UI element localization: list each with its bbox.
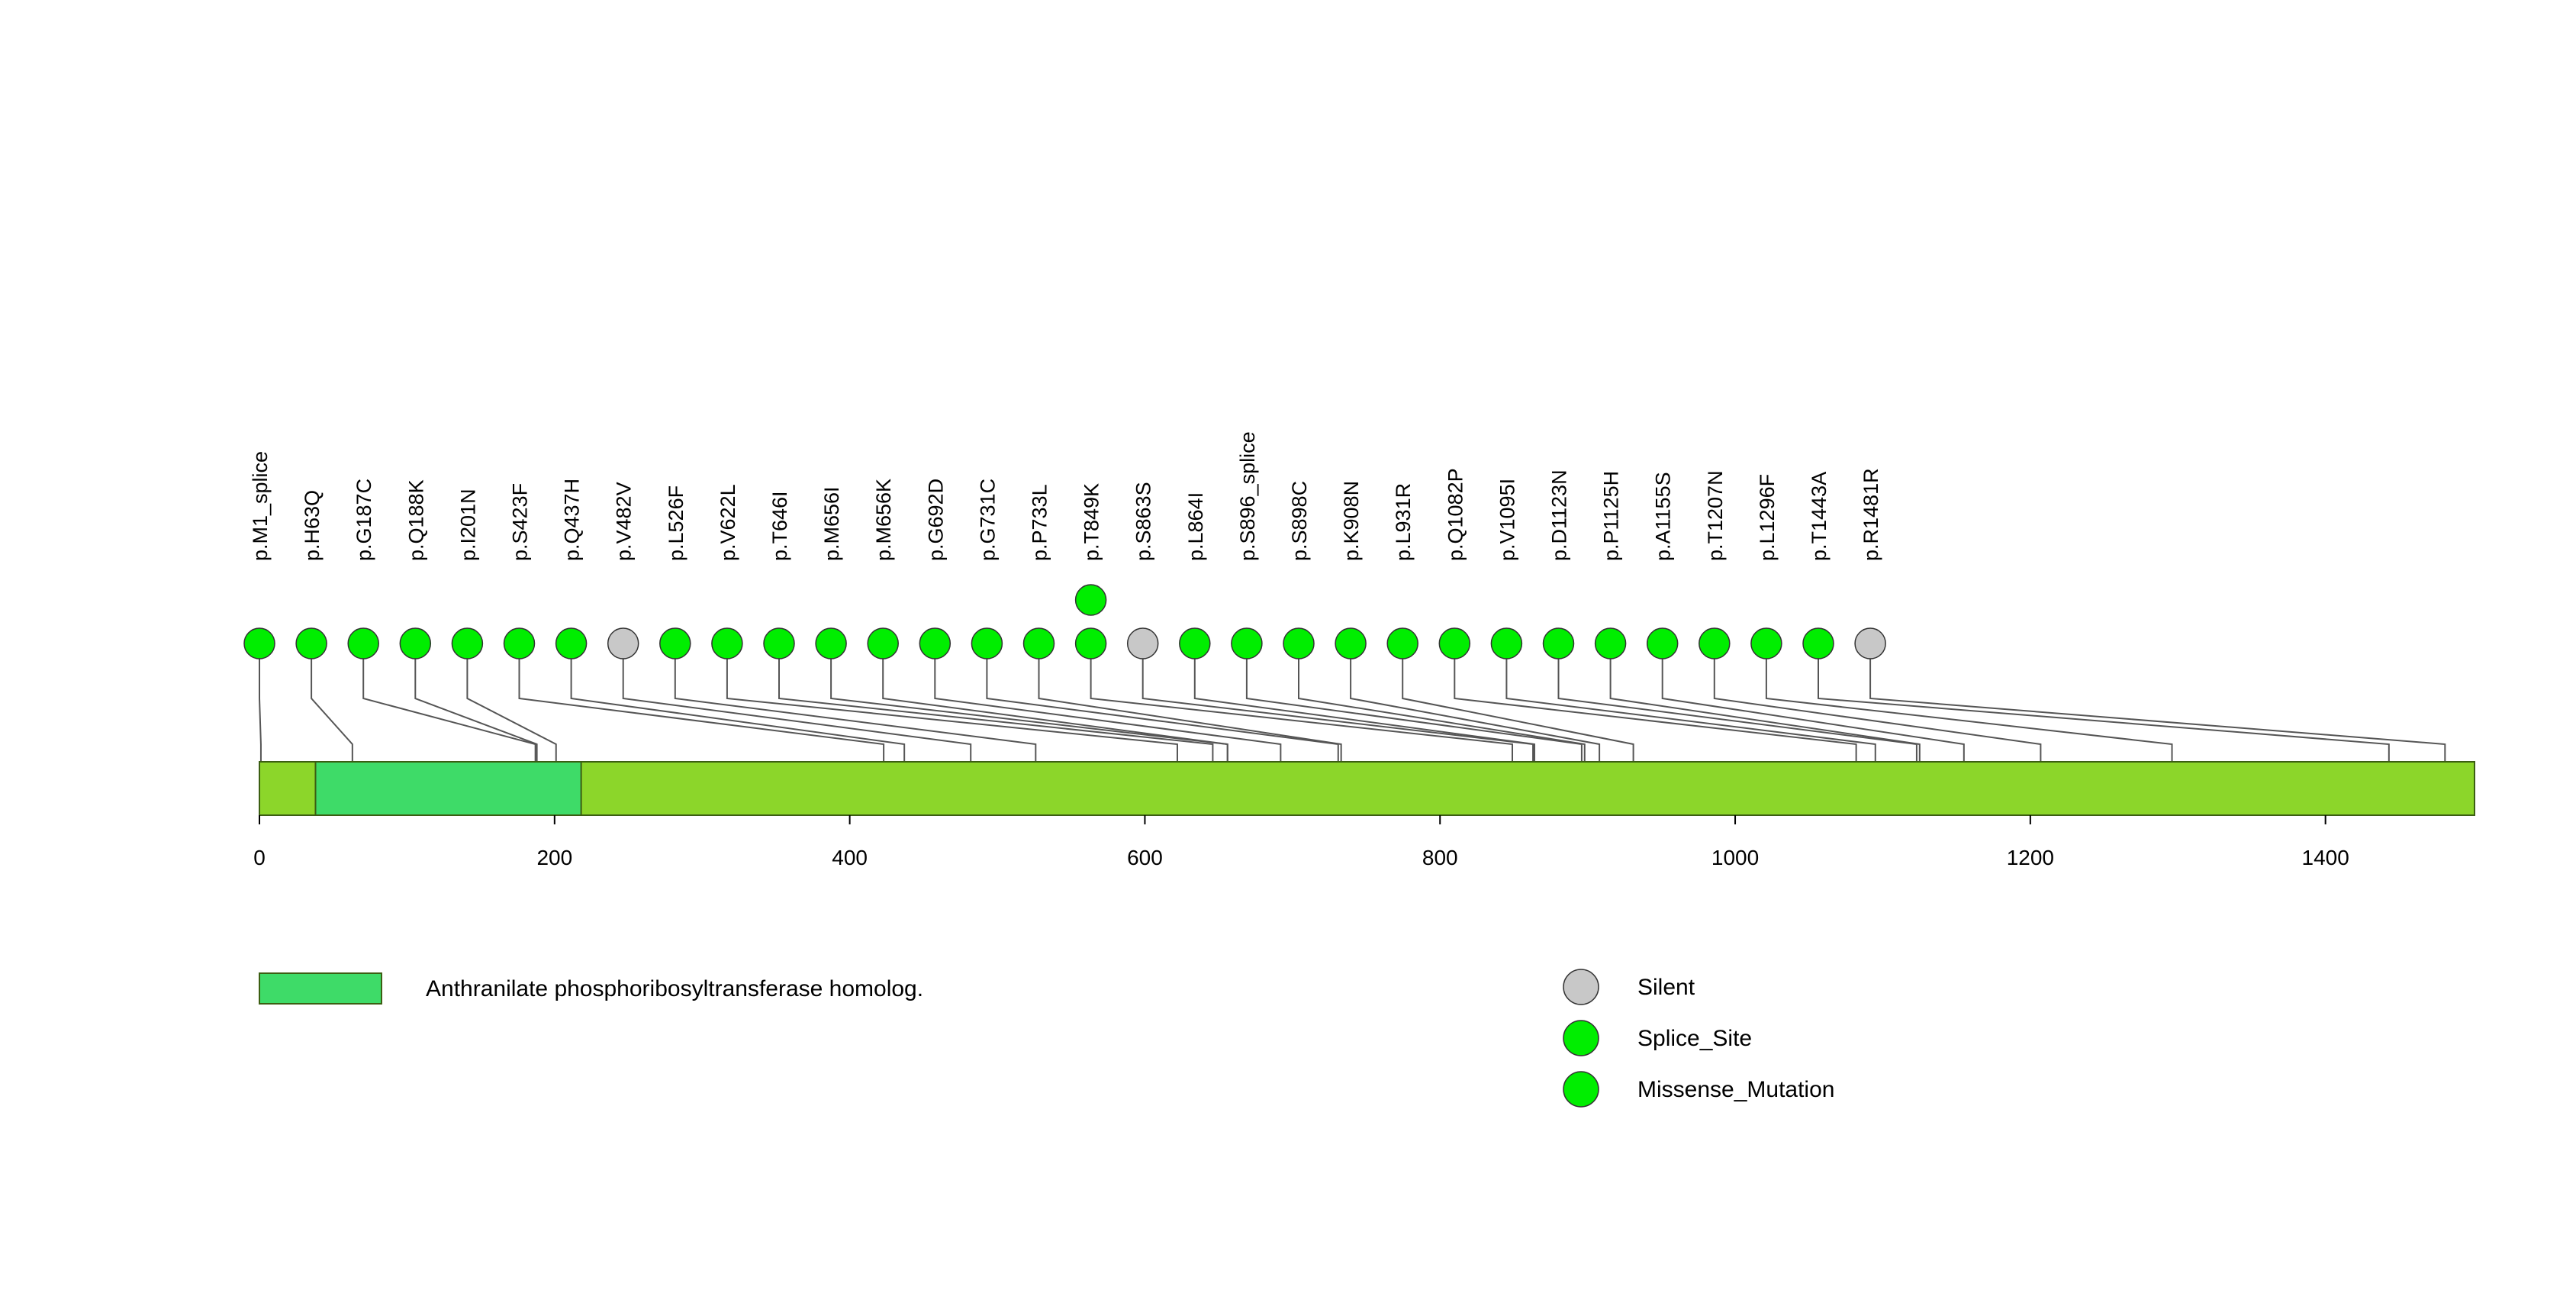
mutation-label: p.S863S [1132,482,1155,561]
protein-track [259,761,2475,816]
legend-domain-label: Anthranilate phosphoribosyltransferase h… [426,976,923,1001]
mutation-label: p.M1_splice [249,451,272,561]
legend: Anthranilate phosphoribosyltransferase h… [259,969,1834,1108]
mutation-label: p.T1443A [1808,472,1831,561]
mutation-label: p.S898C [1288,481,1311,561]
axis-tick-label: 400 [832,846,868,869]
mutation-label: p.T646I [768,491,791,561]
axis-tick-label: 1400 [2302,846,2349,869]
mutation-label: p.G187C [353,479,375,561]
legend-marker-missense-mutation [1563,1071,1599,1108]
protein-backbone [259,761,2475,816]
mutation-label: p.L1296F [1756,474,1779,561]
mutation-label: p.S896_splice [1236,431,1259,561]
legend-domain-swatch [259,972,382,1005]
mutation-label: p.T1207N [1704,470,1727,561]
mutation-marker-missense-mutation[interactable] [1490,627,1523,660]
mutation-label: p.G692D [924,479,947,561]
mutation-label: p.M656K [872,479,895,561]
mutation-marker-missense-mutation[interactable] [295,627,327,660]
legend-marker-silent [1563,969,1599,1005]
mutation-marker-splice-site[interactable] [1231,627,1263,660]
mutation-marker-missense-mutation[interactable] [711,627,743,660]
mutation-marker-splice-site[interactable] [243,627,275,660]
domain-0[interactable] [314,761,582,816]
axis-tick-label: 200 [536,846,572,869]
mutation-marker-missense-mutation[interactable] [503,627,536,660]
mutation-label: p.Q437H [561,479,584,561]
axis-tick-label: 1200 [2007,846,2054,869]
mutation-label: p.V482V [613,482,636,561]
mutation-marker-missense-mutation[interactable] [763,627,795,660]
mutation-marker-missense-mutation[interactable] [1646,627,1679,660]
mutation-label: p.L526F [665,485,687,561]
mutation-label: p.K908N [1340,481,1363,561]
mutation-marker-missense-mutation[interactable] [659,627,691,660]
legend-label: Splice_Site [1637,1026,1752,1051]
mutation-marker-missense-mutation[interactable] [1594,627,1627,660]
mutation-marker-missense-mutation[interactable] [1179,627,1211,660]
position-axis: 0 200 400 600 800 1000 1200 1400 [253,815,2349,869]
axis-tick-label: 1000 [1711,846,1759,869]
mutation-label: p.L931R [1392,483,1415,561]
mutation-label: p.Q1082P [1444,468,1467,561]
mutation-label: p.G731C [976,479,999,561]
mutation-marker-missense-mutation[interactable] [347,627,379,660]
mutation-markers [243,584,1886,660]
mutation-label: p.D1123N [1548,469,1571,561]
axis-tick-label: 0 [253,846,266,869]
mutation-label: p.I201N [456,489,479,561]
mutation-marker-missense-mutation[interactable] [1283,627,1315,660]
mutation-label: p.V622L [716,484,739,561]
mutation-label: p.H63Q [301,490,324,561]
mutation-label: p.M656I [820,486,843,561]
axis-tick-label: 600 [1127,846,1163,869]
mutation-label: p.Q188K [404,479,427,561]
mutation-marker-missense-mutation[interactable] [1699,627,1731,660]
legend-marker-splice-site [1563,1020,1599,1056]
mutation-marker-missense-mutation[interactable] [1750,627,1782,660]
mutation-marker-missense-mutation[interactable] [1542,627,1575,660]
mutation-marker-missense-mutation[interactable] [451,627,484,660]
mutation-label: p.S423F [509,483,532,561]
legend-label: Missense_Mutation [1637,1077,1834,1102]
mutation-marker-missense-mutation[interactable] [867,627,899,660]
axis-tick-label: 800 [1422,846,1458,869]
mutation-marker-missense-mutation[interactable] [555,627,588,660]
mutation-marker-missense-mutation[interactable] [1335,627,1367,660]
mutation-marker-missense-mutation[interactable] [919,627,952,660]
mutation-marker-silent[interactable] [1126,627,1159,660]
mutation-marker-missense-mutation[interactable] [1074,627,1107,660]
mutation-marker-missense-mutation[interactable] [1802,627,1834,660]
legend-label: Silent [1637,975,1695,1000]
mutation-label: p.P733L [1029,484,1051,561]
mutation-label: p.V1095I [1496,479,1518,561]
mutation-marker-missense-mutation[interactable] [1386,627,1418,660]
mutation-label: p.T849K [1080,483,1103,561]
mutation-marker-missense-mutation[interactable] [815,627,847,660]
mutation-label: p.A1155S [1652,472,1675,561]
mutation-marker-missense-mutation[interactable] [399,627,432,660]
mutation-marker-silent[interactable] [1854,627,1886,660]
mutation-marker-missense-mutation[interactable] [1022,627,1055,660]
mutation-label: p.P1125H [1600,471,1623,561]
mutation-marker-missense-mutation[interactable] [1438,627,1471,660]
mutation-label: p.R1481R [1860,468,1882,561]
mutation-marker-missense-mutation[interactable] [971,627,1003,660]
mutation-label: p.L864I [1184,492,1207,561]
mutation-marker-missense-mutation[interactable] [1074,584,1107,616]
mutation-labels: p.M1_splice p.H63Q p.G187C p.Q188K p.I201N p.… [249,431,1882,561]
mutation-marker-silent[interactable] [607,627,639,660]
